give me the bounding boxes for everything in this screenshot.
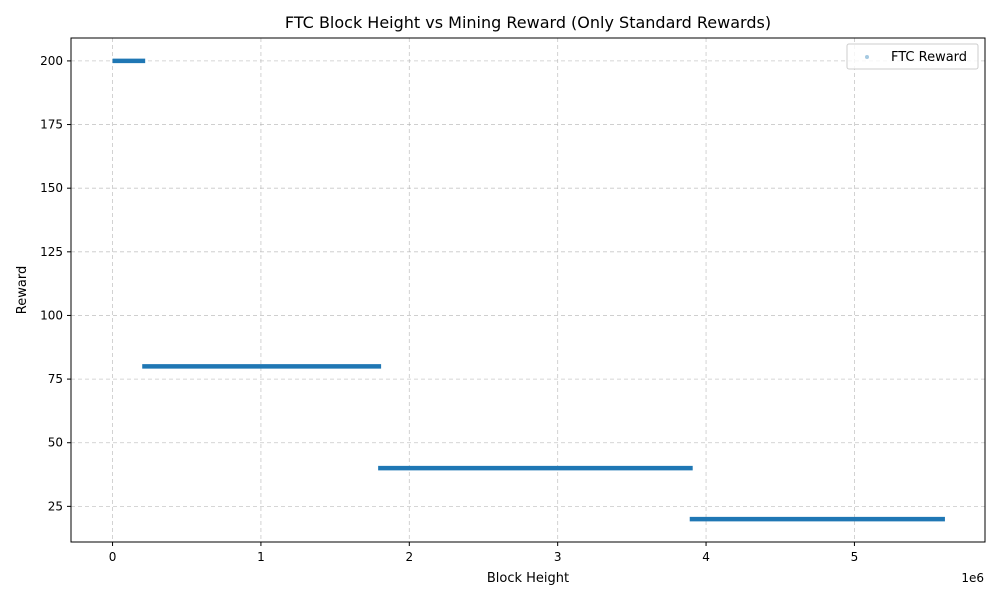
- x-axis-offset-label: 1e6: [961, 571, 984, 585]
- y-tick-label: 75: [48, 372, 63, 386]
- y-tick-label: 125: [40, 245, 63, 259]
- x-tick-label: 2: [405, 550, 413, 564]
- x-tick-label: 0: [109, 550, 117, 564]
- x-axis-ticks: 0 1 2 3 4 5: [109, 542, 859, 564]
- y-tick-label: 175: [40, 118, 63, 132]
- x-tick-label: 3: [554, 550, 562, 564]
- x-tick-label: 5: [851, 550, 859, 564]
- grid-lines: [71, 38, 985, 542]
- y-tick-label: 25: [48, 499, 63, 513]
- x-axis-label: Block Height: [487, 571, 569, 586]
- y-tick-label: 200: [40, 54, 63, 68]
- y-tick-label: 150: [40, 181, 63, 195]
- legend-entry-ftc-reward: FTC Reward: [891, 50, 967, 65]
- legend-marker: [865, 55, 869, 59]
- axes-frame: [70, 37, 986, 543]
- y-axis-ticks: 25 50 75 100 125 150 175 200: [40, 54, 71, 513]
- y-tick-label: 50: [48, 436, 63, 450]
- legend: FTC Reward: [846, 43, 979, 70]
- data-marks: [112, 58, 945, 522]
- x-tick-label: 4: [702, 550, 710, 564]
- y-tick-label: 100: [40, 308, 63, 322]
- legend-box: [846, 43, 979, 70]
- y-axis-label: Reward: [15, 266, 30, 314]
- x-tick-label: 1: [257, 550, 265, 564]
- chart-title: FTC Block Height vs Mining Reward (Only …: [285, 13, 771, 32]
